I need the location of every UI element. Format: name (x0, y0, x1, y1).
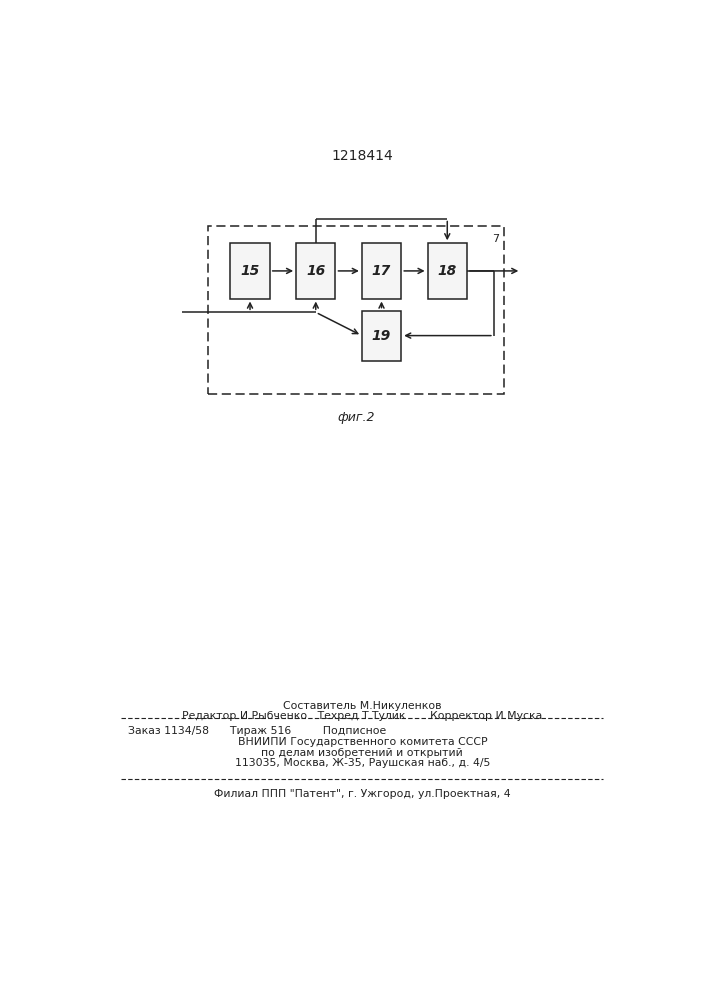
Text: ВНИИПИ Государственного комитета СССР: ВНИИПИ Государственного комитета СССР (238, 737, 487, 747)
Bar (362, 311, 402, 361)
Text: 7: 7 (492, 234, 499, 244)
Bar (296, 243, 336, 299)
Text: 15: 15 (240, 264, 259, 278)
Text: 18: 18 (438, 264, 457, 278)
Text: 113035, Москва, Ж-35, Раушская наб., д. 4/5: 113035, Москва, Ж-35, Раушская наб., д. … (235, 758, 490, 768)
Bar (230, 243, 270, 299)
Text: Заказ 1134/58      Тираж 516         Подписное: Заказ 1134/58 Тираж 516 Подписное (129, 726, 387, 736)
Text: Филиал ППП "Патент", г. Ужгород, ул.Проектная, 4: Филиал ППП "Патент", г. Ужгород, ул.Прое… (214, 789, 510, 799)
Text: по делам изобретений и открытий: по делам изобретений и открытий (262, 748, 463, 758)
Text: 16: 16 (306, 264, 325, 278)
Text: Составитель М.Никуленков: Составитель М.Никуленков (283, 701, 442, 711)
Bar (428, 243, 467, 299)
Text: фиг.2: фиг.2 (337, 411, 375, 424)
Text: 17: 17 (372, 264, 391, 278)
Text: Редактор И.Рыбченко   Техред Т.Тулик       Корректор И.Муска: Редактор И.Рыбченко Техред Т.Тулик Корре… (182, 711, 542, 721)
Text: 19: 19 (372, 329, 391, 343)
Bar (362, 243, 402, 299)
Bar (208, 226, 503, 394)
Text: 1218414: 1218414 (332, 149, 393, 163)
